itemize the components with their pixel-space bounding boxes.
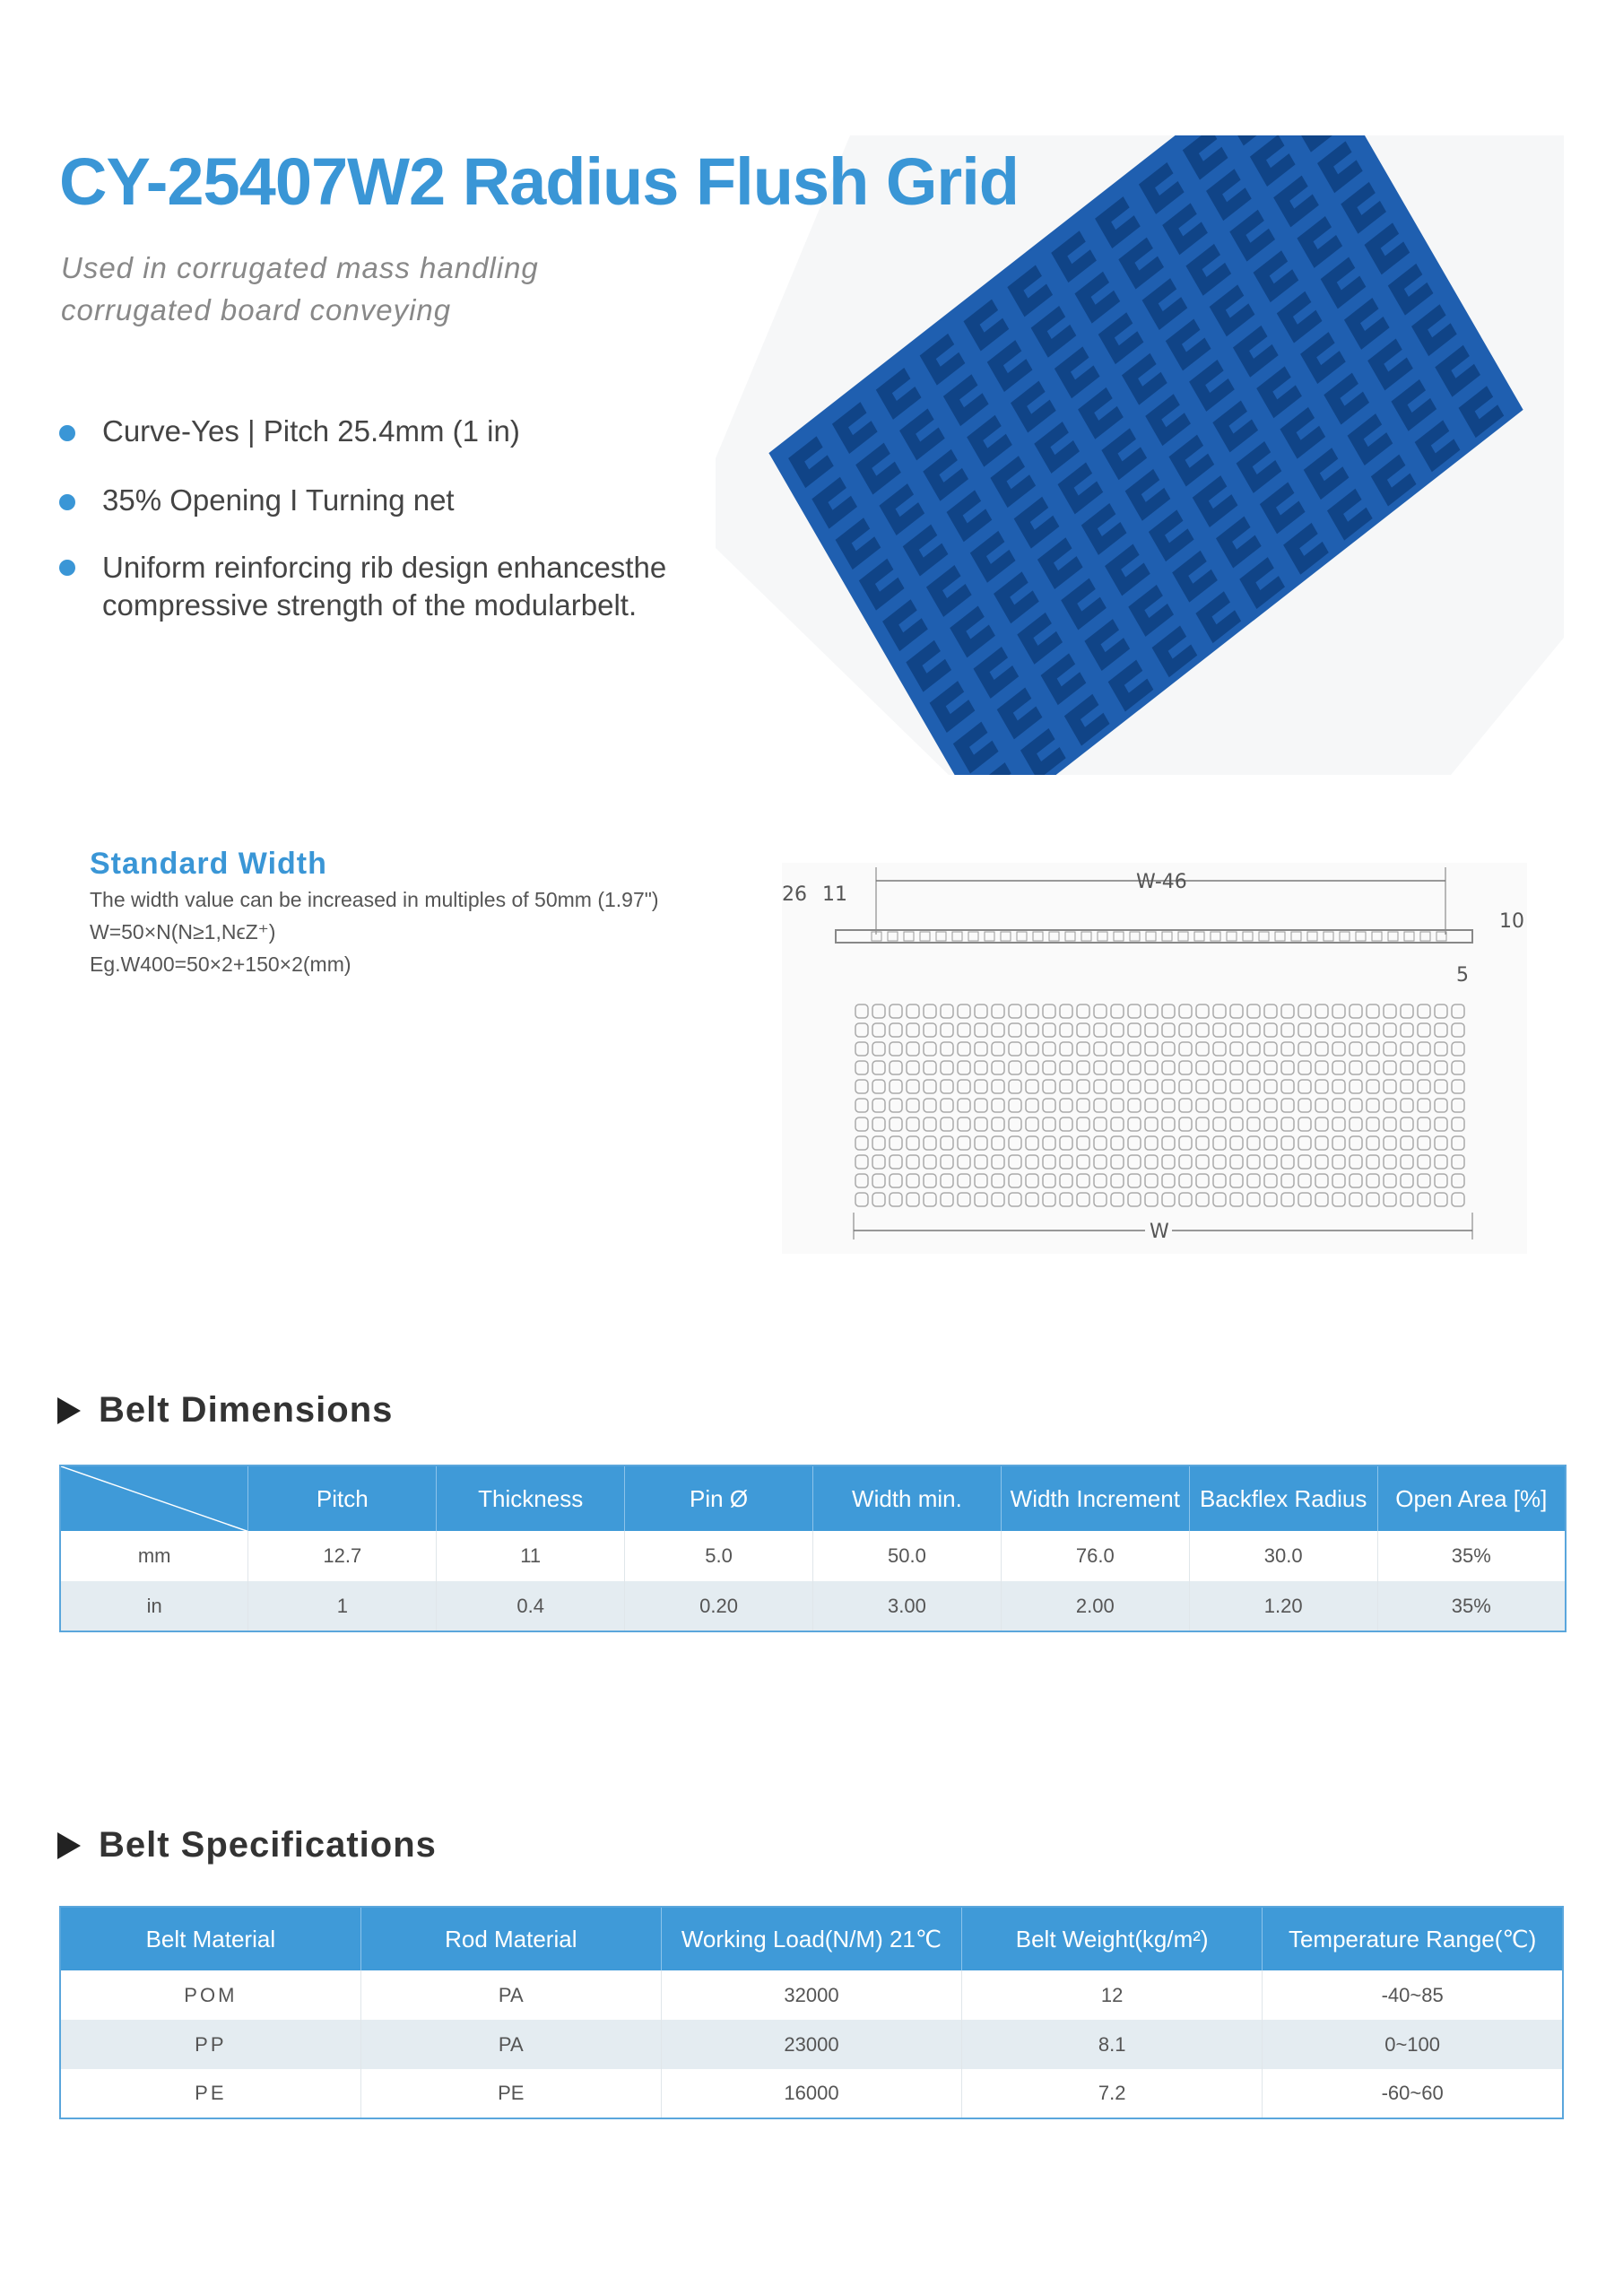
cell: PA bbox=[360, 2020, 662, 2069]
cell: 0.20 bbox=[624, 1581, 813, 1631]
col-header: Belt Weight(kg/m²) bbox=[961, 1907, 1263, 1970]
belt-specifications-heading: Belt Specifications bbox=[57, 1825, 437, 1866]
cell: PP bbox=[60, 2020, 361, 2069]
standard-width-line: The width value can be increased in mult… bbox=[90, 888, 659, 911]
belt-dimension-diagram: W-46 26 11 10 5 W bbox=[782, 863, 1527, 1254]
feature-item: Uniform reinforcing rib design enhancest… bbox=[59, 549, 705, 624]
feature-text: 35% Opening I Turning net bbox=[102, 483, 455, 517]
cell: 16000 bbox=[661, 2069, 963, 2118]
cell: PE bbox=[60, 2069, 361, 2118]
table-row: mm 12.7 11 5.0 50.0 76.0 30.0 35% bbox=[60, 1531, 1567, 1581]
bullet-icon bbox=[59, 425, 75, 441]
feature-text: Uniform reinforcing rib design enhancest… bbox=[102, 551, 667, 622]
label-5: 5 bbox=[1456, 964, 1469, 987]
cell: 12.7 bbox=[247, 1531, 438, 1581]
col-header: Open Area [%] bbox=[1377, 1465, 1567, 1531]
cell: 8.1 bbox=[961, 2020, 1263, 2069]
col-header: Pin Ø bbox=[624, 1465, 813, 1531]
feature-item: 35% Opening I Turning net bbox=[59, 483, 455, 517]
standard-width-title: Standard Width bbox=[90, 847, 327, 881]
cell: mm bbox=[60, 1531, 249, 1581]
triangle-icon bbox=[57, 1396, 81, 1424]
label-w46: W-46 bbox=[1136, 871, 1187, 893]
cell: 0.4 bbox=[436, 1581, 626, 1631]
feature-text: Curve-Yes | Pitch 25.4mm (1 in) bbox=[102, 414, 520, 448]
cell: -60~60 bbox=[1262, 2069, 1564, 2118]
corner-cell bbox=[60, 1465, 249, 1531]
cell: POM bbox=[60, 1970, 361, 2020]
cell: -40~85 bbox=[1262, 1970, 1564, 2020]
feature-item: Curve-Yes | Pitch 25.4mm (1 in) bbox=[59, 414, 520, 448]
label-26: 26 bbox=[782, 883, 807, 906]
cell: 35% bbox=[1377, 1581, 1567, 1631]
cell: 5.0 bbox=[624, 1531, 813, 1581]
col-header: Width Increment bbox=[1001, 1465, 1190, 1531]
cell: 32000 bbox=[661, 1970, 963, 2020]
cell: 7.2 bbox=[961, 2069, 1263, 2118]
heading-text: Belt Specifications bbox=[99, 1825, 437, 1865]
label-11: 11 bbox=[822, 883, 847, 906]
table-row: POM PA 32000 12 -40~85 bbox=[60, 1970, 1564, 2020]
table-row: PE PE 16000 7.2 -60~60 bbox=[60, 2069, 1564, 2118]
cell: 11 bbox=[436, 1531, 626, 1581]
cell: 1.20 bbox=[1189, 1581, 1378, 1631]
subtitle-line-2: corrugated board conveying bbox=[61, 293, 452, 326]
triangle-icon bbox=[57, 1831, 81, 1859]
bullet-icon bbox=[59, 494, 75, 510]
cell: 1 bbox=[247, 1581, 438, 1631]
standard-width-example: Eg.W400=50×2+150×2(mm) bbox=[90, 952, 352, 976]
cell: PE bbox=[360, 2069, 662, 2118]
col-header: Width min. bbox=[812, 1465, 1002, 1531]
col-header: Belt Material bbox=[60, 1907, 361, 1970]
col-header: Pitch bbox=[247, 1465, 438, 1531]
cell: in bbox=[60, 1581, 249, 1631]
col-header: Temperature Range(℃) bbox=[1262, 1907, 1564, 1970]
cell: 2.00 bbox=[1001, 1581, 1190, 1631]
col-header: Backflex Radius bbox=[1189, 1465, 1378, 1531]
cell: 30.0 bbox=[1189, 1531, 1378, 1581]
col-header: Rod Material bbox=[360, 1907, 662, 1970]
belt-specifications-table: Belt Material Rod Material Working Load(… bbox=[59, 1906, 1564, 2119]
label-w: W bbox=[1150, 1221, 1169, 1243]
bullet-icon bbox=[59, 560, 75, 576]
cell: 35% bbox=[1377, 1531, 1567, 1581]
cell: 23000 bbox=[661, 2020, 963, 2069]
subtitle-line-1: Used in corrugated mass handling bbox=[61, 251, 539, 284]
belt-product-image bbox=[716, 135, 1564, 775]
heading-text: Belt Dimensions bbox=[99, 1390, 394, 1430]
label-10: 10 bbox=[1499, 910, 1524, 933]
page-title: CY-25407W2 Radius Flush Grid bbox=[59, 144, 1020, 219]
cell: 0~100 bbox=[1262, 2020, 1564, 2069]
cell: 50.0 bbox=[812, 1531, 1002, 1581]
col-header: Working Load(N/M) 21℃ bbox=[661, 1907, 963, 1970]
cell: 76.0 bbox=[1001, 1531, 1190, 1581]
table-row: in 1 0.4 0.20 3.00 2.00 1.20 35% bbox=[60, 1581, 1567, 1631]
cell: 3.00 bbox=[812, 1581, 1002, 1631]
cell: 12 bbox=[961, 1970, 1263, 2020]
standard-width-formula: W=50×N(N≥1,NϵZ⁺) bbox=[90, 920, 276, 944]
belt-dimensions-heading: Belt Dimensions bbox=[57, 1390, 393, 1431]
belt-dimensions-table: Pitch Thickness Pin Ø Width min. Width I… bbox=[59, 1465, 1567, 1632]
cell: PA bbox=[360, 1970, 662, 2020]
table-row: PP PA 23000 8.1 0~100 bbox=[60, 2020, 1564, 2069]
col-header: Thickness bbox=[436, 1465, 626, 1531]
